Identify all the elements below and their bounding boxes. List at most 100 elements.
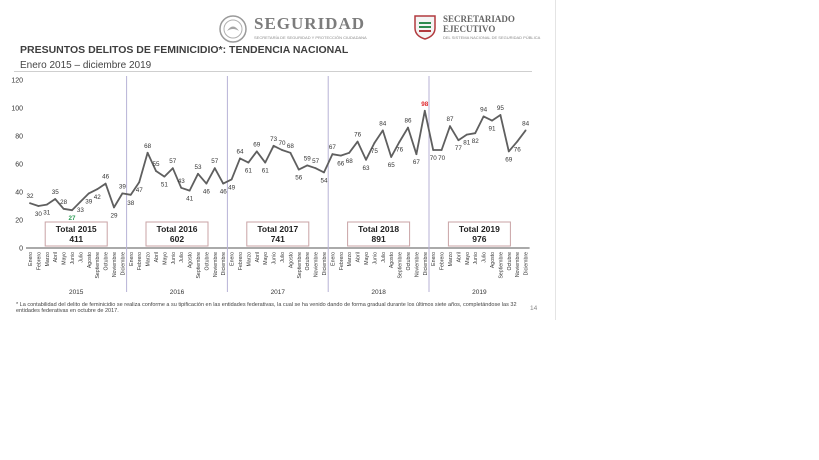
data-label: 91 — [488, 126, 496, 133]
data-label: 69 — [505, 156, 513, 163]
y-tick-label: 40 — [15, 190, 23, 197]
x-tick-label: Diciembre — [524, 252, 530, 275]
total-label: Total 2015 — [56, 224, 97, 234]
data-label: 70 — [430, 155, 438, 162]
x-tick-label: Febrero — [137, 252, 143, 270]
data-point — [104, 182, 107, 185]
data-point — [155, 170, 157, 172]
data-point — [247, 161, 250, 164]
data-label: 76 — [354, 132, 362, 139]
data-label: 76 — [514, 147, 522, 154]
data-label: 46 — [203, 189, 211, 196]
data-label: 61 — [245, 168, 253, 175]
data-label: 35 — [52, 189, 60, 196]
year-label: 2015 — [69, 289, 84, 296]
data-point — [96, 188, 99, 191]
data-label: 55 — [152, 161, 160, 168]
total-box — [44, 221, 108, 247]
x-tick-label: Abril — [154, 252, 160, 262]
data-label: 41 — [186, 196, 194, 203]
data-point — [87, 192, 90, 195]
data-label: 70 — [278, 140, 286, 147]
data-label: 57 — [169, 158, 177, 165]
x-tick-label: Octubre — [104, 252, 110, 271]
x-tick-label: Julio — [179, 252, 185, 263]
data-point — [365, 158, 367, 161]
data-point — [163, 175, 166, 178]
x-tick-label: Octubre — [507, 252, 513, 271]
data-label: 51 — [161, 182, 169, 189]
data-point — [449, 125, 451, 128]
x-tick-label: Agosto — [288, 252, 294, 268]
x-tick-label: Noviembre — [515, 252, 521, 277]
data-point — [314, 167, 317, 170]
data-label: 94 — [480, 106, 488, 113]
data-label: 69 — [253, 141, 261, 148]
x-tick-label: Septiembre — [498, 252, 504, 279]
data-label: 95 — [497, 105, 505, 112]
data-point — [121, 192, 124, 195]
data-label: 31 — [43, 210, 51, 217]
x-tick-label: Diciembre — [423, 252, 429, 275]
data-point — [188, 189, 191, 192]
x-tick-label: Marzo — [246, 252, 252, 267]
data-label: 57 — [211, 158, 219, 165]
seguridad-logo-subtitle: SECRETARÍA DE SEGURIDAD Y PROTECCIÓN CIU… — [254, 35, 367, 40]
slide: SEGURIDAD SECRETARÍA DE SEGURIDAD Y PROT… — [0, 0, 556, 320]
data-label: 67 — [329, 144, 337, 151]
data-label: 70 — [438, 155, 446, 162]
x-tick-label: Diciembre — [120, 252, 126, 275]
series-line — [29, 109, 527, 212]
data-point — [373, 142, 376, 144]
x-tick-label: Febrero — [440, 252, 446, 270]
seguridad-logo-title: SEGURIDAD — [254, 14, 366, 33]
x-tick-label: Enero — [330, 252, 336, 266]
x-tick-label: Abril — [53, 252, 59, 262]
data-point — [171, 167, 174, 170]
x-tick-label: Marzo — [347, 252, 353, 267]
x-tick-label: Octubre — [204, 252, 210, 271]
data-point — [289, 151, 292, 154]
x-tick-label: Noviembre — [414, 252, 420, 277]
total-label: Total 2017 — [257, 224, 298, 234]
footnote: * La contabilidad del delito de feminici… — [16, 302, 517, 314]
total-box — [246, 221, 310, 247]
x-tick-label: Octubre — [406, 252, 412, 271]
x-tick-label: Enero — [230, 252, 236, 266]
data-label: 73 — [270, 136, 278, 143]
data-label: 81 — [463, 140, 471, 147]
data-point — [499, 114, 502, 116]
x-tick-label: Julio — [381, 252, 387, 263]
x-tick-label: Junio — [272, 252, 278, 265]
data-label: 39 — [119, 183, 127, 190]
data-label: 46 — [220, 189, 228, 196]
x-tick-label: Septiembre — [95, 252, 101, 279]
data-label: 42 — [94, 194, 102, 201]
year-label: 2017 — [271, 289, 286, 296]
data-label: 29 — [110, 212, 118, 219]
data-label: 68 — [144, 143, 152, 150]
chart-title: PRESUNTOS DELITOS DE FEMINICIDIO*: TENDE… — [20, 44, 349, 56]
data-point — [213, 167, 216, 170]
data-label: 32 — [26, 193, 34, 200]
secretariado-logo-subtitle: DEL SISTEMA NACIONAL DE SEGURIDAD PÚBLIC… — [443, 35, 541, 40]
x-tick-label: Septiembre — [297, 252, 303, 279]
x-tick-label: Abril — [356, 252, 362, 262]
data-label: 66 — [337, 161, 345, 168]
data-label: 84 — [522, 120, 530, 127]
year-label: 2018 — [371, 289, 386, 296]
x-tick-label: Junio — [70, 252, 76, 265]
data-point — [381, 129, 384, 132]
data-point — [272, 144, 275, 147]
data-label: 77 — [455, 145, 463, 152]
data-point — [45, 203, 48, 206]
data-label: 28 — [60, 199, 68, 206]
data-point — [356, 140, 359, 143]
x-tick-label: Noviembre — [213, 252, 219, 277]
data-point — [407, 126, 409, 129]
data-label: 54 — [320, 177, 328, 184]
page-number: 14 — [530, 305, 538, 312]
data-point — [348, 151, 351, 154]
data-label: 68 — [287, 143, 295, 150]
